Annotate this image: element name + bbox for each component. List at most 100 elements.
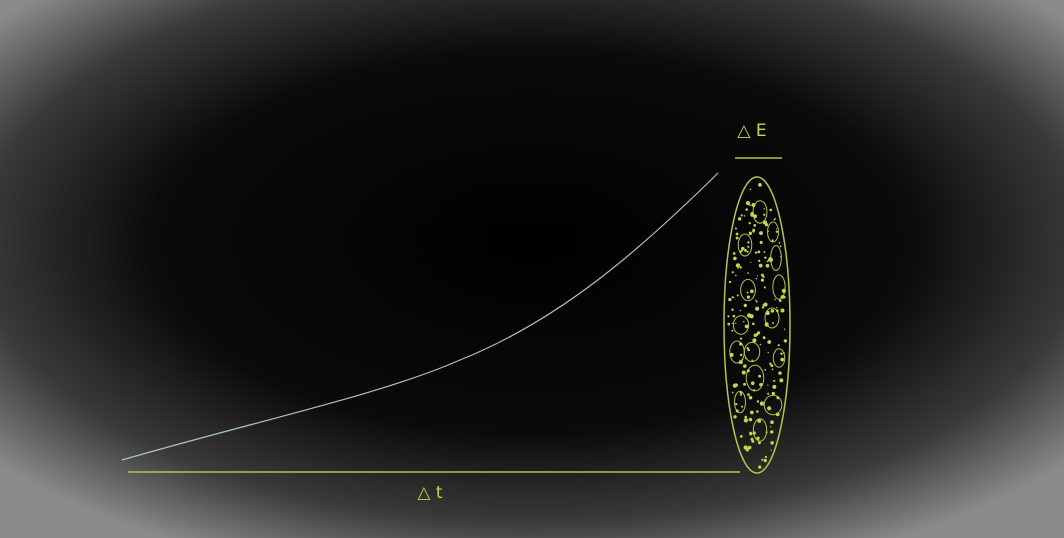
cell-detail bbox=[748, 231, 752, 235]
cell-detail bbox=[731, 329, 734, 332]
cell-detail bbox=[774, 380, 776, 382]
cell-detail bbox=[752, 338, 757, 343]
cell-detail bbox=[732, 315, 750, 335]
cell-detail bbox=[754, 251, 758, 254]
cell-detail bbox=[765, 310, 770, 316]
cell-detail bbox=[755, 306, 760, 311]
cell-detail bbox=[760, 273, 764, 277]
cell-detail bbox=[777, 344, 780, 347]
cell-detail bbox=[746, 347, 749, 350]
cell-detail bbox=[728, 297, 732, 302]
cell-detail bbox=[770, 364, 774, 368]
cell-detail bbox=[751, 322, 755, 326]
cell-detail bbox=[761, 458, 764, 461]
cell-detail bbox=[737, 217, 742, 221]
cell-detail bbox=[743, 303, 747, 308]
cell-detail bbox=[783, 351, 785, 354]
cell-detail bbox=[744, 324, 749, 329]
cell-detail bbox=[766, 260, 769, 263]
cell-detail bbox=[759, 240, 763, 245]
cell-detail bbox=[747, 393, 750, 396]
cell-detail bbox=[770, 449, 772, 451]
cell-detail bbox=[739, 342, 743, 346]
cell-detail bbox=[767, 351, 769, 354]
cell-detail bbox=[739, 266, 742, 269]
cell-detail bbox=[740, 278, 756, 302]
cell-detail bbox=[748, 395, 753, 400]
cell-detail bbox=[756, 436, 760, 440]
cell-detail bbox=[735, 322, 737, 324]
cell-detail bbox=[735, 263, 741, 268]
cell-detail bbox=[736, 294, 739, 297]
cell-detail bbox=[729, 340, 745, 364]
cell-detail bbox=[749, 204, 751, 207]
cell-detail bbox=[780, 308, 785, 313]
cell-detail bbox=[732, 296, 735, 299]
energy-label: △ E bbox=[737, 121, 766, 141]
cell-detail bbox=[741, 370, 746, 375]
cell-detail bbox=[756, 400, 760, 403]
cell-detail bbox=[757, 418, 762, 423]
cell-detail bbox=[763, 250, 766, 253]
cell-detail bbox=[750, 261, 752, 263]
cell-detail bbox=[772, 384, 777, 389]
cell-detail bbox=[760, 278, 765, 282]
cell-detail bbox=[763, 208, 765, 210]
cell-detail bbox=[770, 441, 774, 445]
cell-detail bbox=[762, 336, 766, 340]
cell-detail bbox=[735, 236, 739, 240]
cell-detail bbox=[763, 394, 783, 416]
cell-detail bbox=[765, 321, 768, 324]
cell-detail bbox=[739, 393, 743, 396]
cell-detail bbox=[744, 415, 748, 419]
cell-detail bbox=[752, 418, 768, 442]
cell-detail bbox=[749, 431, 753, 436]
cell-detail bbox=[767, 340, 772, 344]
cell-detail bbox=[748, 221, 751, 225]
cell-detail bbox=[737, 233, 753, 257]
cell-detail bbox=[771, 368, 774, 371]
cell-detail bbox=[746, 369, 750, 373]
cell-detail bbox=[758, 465, 762, 469]
cell-detail bbox=[758, 182, 762, 187]
cell-detail bbox=[752, 431, 756, 435]
cell-detail bbox=[750, 211, 754, 215]
cell-detail bbox=[779, 378, 784, 383]
cell-detail bbox=[776, 228, 778, 230]
cell-detail bbox=[752, 229, 755, 233]
cell-detail bbox=[745, 208, 748, 211]
cell-detail bbox=[739, 353, 743, 357]
cell-detail bbox=[741, 405, 744, 408]
cell-detail bbox=[769, 208, 773, 212]
cell-detail bbox=[763, 458, 767, 463]
cell-detail bbox=[772, 274, 786, 300]
cell-detail bbox=[734, 390, 746, 414]
cell-detail bbox=[763, 302, 768, 307]
cell-detail bbox=[778, 371, 782, 375]
cell-detail bbox=[735, 274, 737, 277]
cell-detail bbox=[735, 232, 739, 236]
cell-detail bbox=[756, 410, 759, 413]
cell-detail bbox=[769, 362, 772, 365]
cell-detail bbox=[783, 328, 786, 330]
cell-detail bbox=[746, 295, 751, 299]
cell-detail bbox=[755, 300, 758, 303]
cell-detail bbox=[749, 188, 752, 191]
cell-detail bbox=[752, 389, 756, 392]
cell-detail bbox=[731, 391, 734, 394]
cell-detail bbox=[775, 230, 778, 233]
cell-detail bbox=[743, 445, 748, 450]
cell-detail bbox=[767, 230, 769, 232]
cell-detail bbox=[749, 289, 754, 294]
cell-detail bbox=[767, 392, 770, 395]
growth-curve bbox=[121, 172, 719, 461]
cell-detail bbox=[757, 441, 761, 445]
cell-detail bbox=[755, 299, 757, 301]
cell-detail bbox=[768, 257, 773, 262]
cell-detail bbox=[729, 352, 734, 357]
cell-detail bbox=[753, 224, 757, 227]
cell-detail bbox=[743, 215, 746, 217]
